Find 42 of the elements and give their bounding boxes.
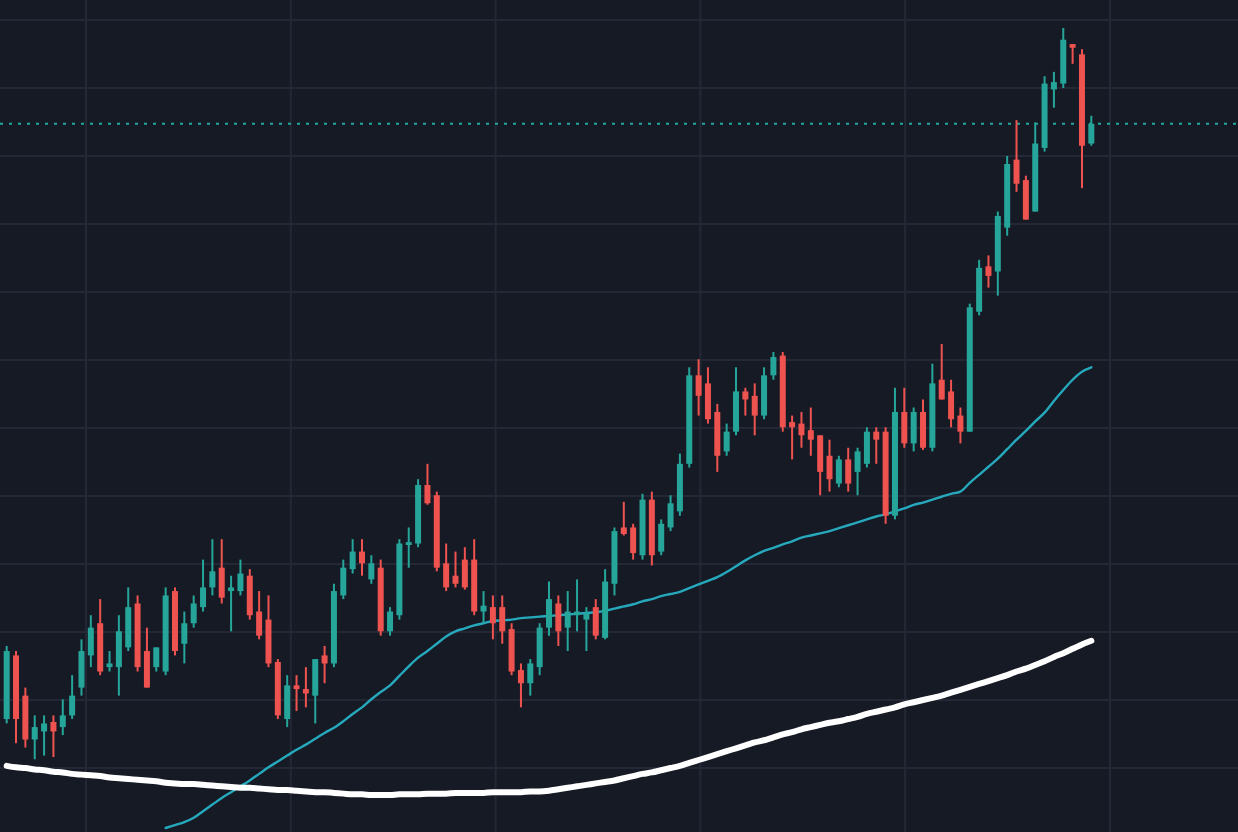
candlestick [312,658,319,725]
candlestick [592,598,599,641]
candlestick [920,398,927,451]
candlestick [87,614,94,669]
candlestick [742,386,749,417]
candlestick [723,422,730,457]
candlestick [59,698,66,737]
candlestick [733,366,739,437]
candlestick [770,350,777,381]
candlestick [181,610,188,665]
candlestick [901,386,908,449]
candlestick [555,594,562,647]
candlestick [284,674,291,729]
candlestick [546,580,552,637]
candlestick [302,666,309,709]
candlestick [349,538,356,575]
candlestick [845,446,852,493]
candlestick [826,438,833,493]
candlestick [536,622,543,677]
candlestick [873,426,880,465]
candlestick [321,644,328,685]
candlestick [218,538,225,605]
candlestick [835,454,842,489]
candlestick [153,646,160,673]
candlestick [751,382,758,437]
candlestick [424,462,431,506]
candlestick [658,518,665,557]
candlestick [78,638,85,697]
candlestick [761,366,768,421]
candlestick [209,538,216,597]
candlestick [359,538,365,577]
candlestick [50,714,57,759]
candlestick [863,426,870,469]
candlestick [293,674,300,712]
candlestick [527,658,534,697]
candlestick [985,254,992,289]
candlestick [228,574,235,633]
candlestick [480,590,487,625]
candlestick [1069,43,1076,65]
candlestick [910,406,917,453]
candlestick [69,674,76,721]
candlestick [368,554,375,585]
